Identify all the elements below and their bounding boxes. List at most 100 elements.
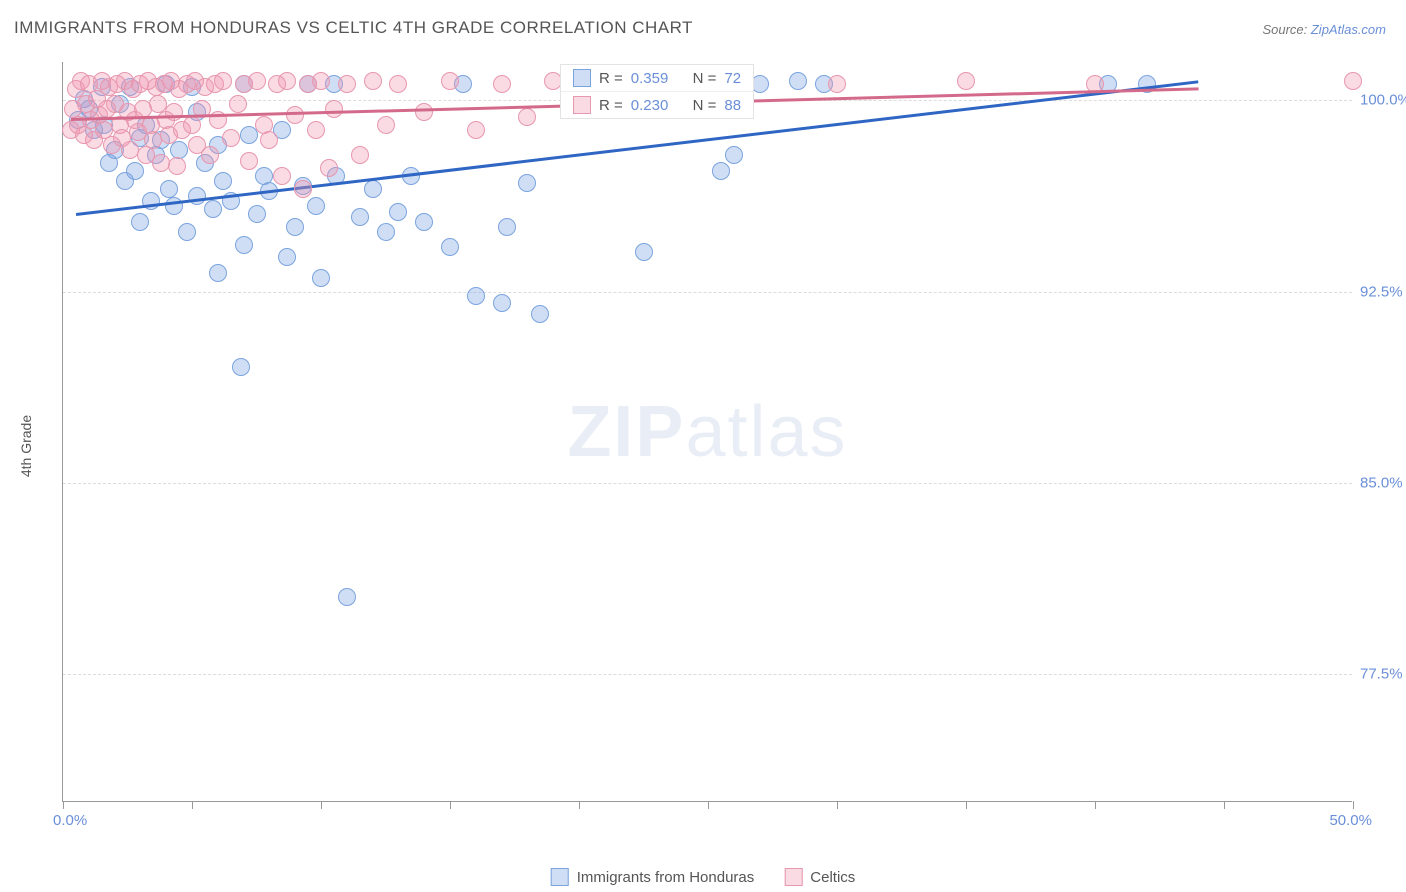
x-min-label: 0.0% <box>53 812 87 829</box>
source-prefix: Source: <box>1262 22 1310 37</box>
x-tick <box>837 801 838 809</box>
legend-stats-box: R = 0.359 N = 72R = 0.230 N = 88 <box>560 64 754 119</box>
scatter-point-honduras <box>235 236 253 254</box>
n-value: 72 <box>724 70 741 87</box>
scatter-point-honduras <box>188 187 206 205</box>
scatter-point-celtic <box>493 75 511 93</box>
scatter-point-honduras <box>467 287 485 305</box>
x-tick <box>321 801 322 809</box>
bottom-legend-item-honduras: Immigrants from Honduras <box>551 868 755 886</box>
scatter-point-honduras <box>531 305 549 323</box>
scatter-point-celtic <box>201 146 219 164</box>
scatter-point-celtic <box>320 159 338 177</box>
scatter-point-celtic <box>260 131 278 149</box>
r-label: R = <box>599 70 623 87</box>
scatter-point-honduras <box>178 223 196 241</box>
scatter-point-celtic <box>325 100 343 118</box>
legend-label: Celtics <box>810 869 855 886</box>
legend-swatch-honduras <box>573 69 591 87</box>
scatter-point-celtic <box>229 95 247 113</box>
x-tick <box>966 801 967 809</box>
gridline <box>63 674 1352 675</box>
scatter-point-honduras <box>635 243 653 261</box>
legend-swatch-celtic <box>784 868 802 886</box>
legend-stats-row-honduras: R = 0.359 N = 72 <box>561 65 753 92</box>
x-tick <box>1353 801 1354 809</box>
scatter-point-honduras <box>209 264 227 282</box>
scatter-point-celtic <box>364 72 382 90</box>
scatter-point-honduras <box>389 203 407 221</box>
scatter-point-celtic <box>165 103 183 121</box>
legend-swatch-celtic <box>573 96 591 114</box>
scatter-point-celtic <box>467 121 485 139</box>
scatter-point-honduras <box>204 200 222 218</box>
scatter-point-celtic <box>828 75 846 93</box>
r-value: 0.359 <box>631 70 669 87</box>
watermark-light: atlas <box>685 392 847 472</box>
scatter-point-honduras <box>789 72 807 90</box>
scatter-point-honduras <box>142 192 160 210</box>
scatter-point-celtic <box>518 108 536 126</box>
scatter-point-honduras <box>498 218 516 236</box>
scatter-point-honduras <box>415 213 433 231</box>
x-tick <box>708 801 709 809</box>
x-tick <box>63 801 64 809</box>
plot-area: ZIPatlas 77.5%85.0%92.5%100.0%0.0%50.0% <box>62 62 1352 802</box>
scatter-point-honduras <box>160 180 178 198</box>
scatter-point-honduras <box>441 238 459 256</box>
x-tick <box>1095 801 1096 809</box>
legend-stats-row-celtic: R = 0.230 N = 88 <box>561 92 753 118</box>
scatter-point-honduras <box>364 180 382 198</box>
scatter-point-celtic <box>294 180 312 198</box>
source-link[interactable]: ZipAtlas.com <box>1311 22 1386 37</box>
scatter-point-honduras <box>338 588 356 606</box>
scatter-point-celtic <box>278 72 296 90</box>
scatter-point-honduras <box>214 172 232 190</box>
x-tick <box>450 801 451 809</box>
chart-title: IMMIGRANTS FROM HONDURAS VS CELTIC 4TH G… <box>14 18 693 38</box>
scatter-point-honduras <box>312 269 330 287</box>
y-tick-label: 77.5% <box>1360 666 1406 683</box>
scatter-point-honduras <box>240 126 258 144</box>
scatter-point-celtic <box>441 72 459 90</box>
scatter-point-honduras <box>377 223 395 241</box>
r-label: R = <box>599 97 623 114</box>
bottom-legend-item-celtic: Celtics <box>784 868 855 886</box>
scatter-point-honduras <box>248 205 266 223</box>
scatter-point-celtic <box>389 75 407 93</box>
scatter-point-celtic <box>248 72 266 90</box>
x-tick <box>1224 801 1225 809</box>
scatter-point-celtic <box>312 72 330 90</box>
scatter-point-honduras <box>518 174 536 192</box>
scatter-point-celtic <box>222 129 240 147</box>
scatter-point-celtic <box>214 72 232 90</box>
scatter-point-honduras <box>307 197 325 215</box>
scatter-point-honduras <box>712 162 730 180</box>
gridline <box>63 292 1352 293</box>
scatter-point-honduras <box>232 358 250 376</box>
watermark-bold: ZIP <box>567 392 685 472</box>
scatter-point-celtic <box>307 121 325 139</box>
legend-swatch-honduras <box>551 868 569 886</box>
y-tick-label: 100.0% <box>1360 92 1406 109</box>
scatter-point-honduras <box>493 294 511 312</box>
scatter-point-celtic <box>273 167 291 185</box>
scatter-point-celtic <box>338 75 356 93</box>
y-tick-label: 92.5% <box>1360 283 1406 300</box>
scatter-point-celtic <box>957 72 975 90</box>
n-value: 88 <box>724 97 741 114</box>
scatter-point-celtic <box>286 106 304 124</box>
r-value: 0.230 <box>631 97 669 114</box>
scatter-point-honduras <box>278 248 296 266</box>
scatter-point-celtic <box>377 116 395 134</box>
watermark: ZIPatlas <box>567 391 847 473</box>
y-tick-label: 85.0% <box>1360 475 1406 492</box>
scatter-point-celtic <box>240 152 258 170</box>
scatter-point-celtic <box>351 146 369 164</box>
n-label: N = <box>693 70 717 87</box>
scatter-point-celtic <box>168 157 186 175</box>
bottom-legend: Immigrants from Honduras Celtics <box>551 868 856 886</box>
x-tick <box>579 801 580 809</box>
scatter-point-celtic <box>1344 72 1362 90</box>
y-axis-title: 4th Grade <box>18 415 34 477</box>
